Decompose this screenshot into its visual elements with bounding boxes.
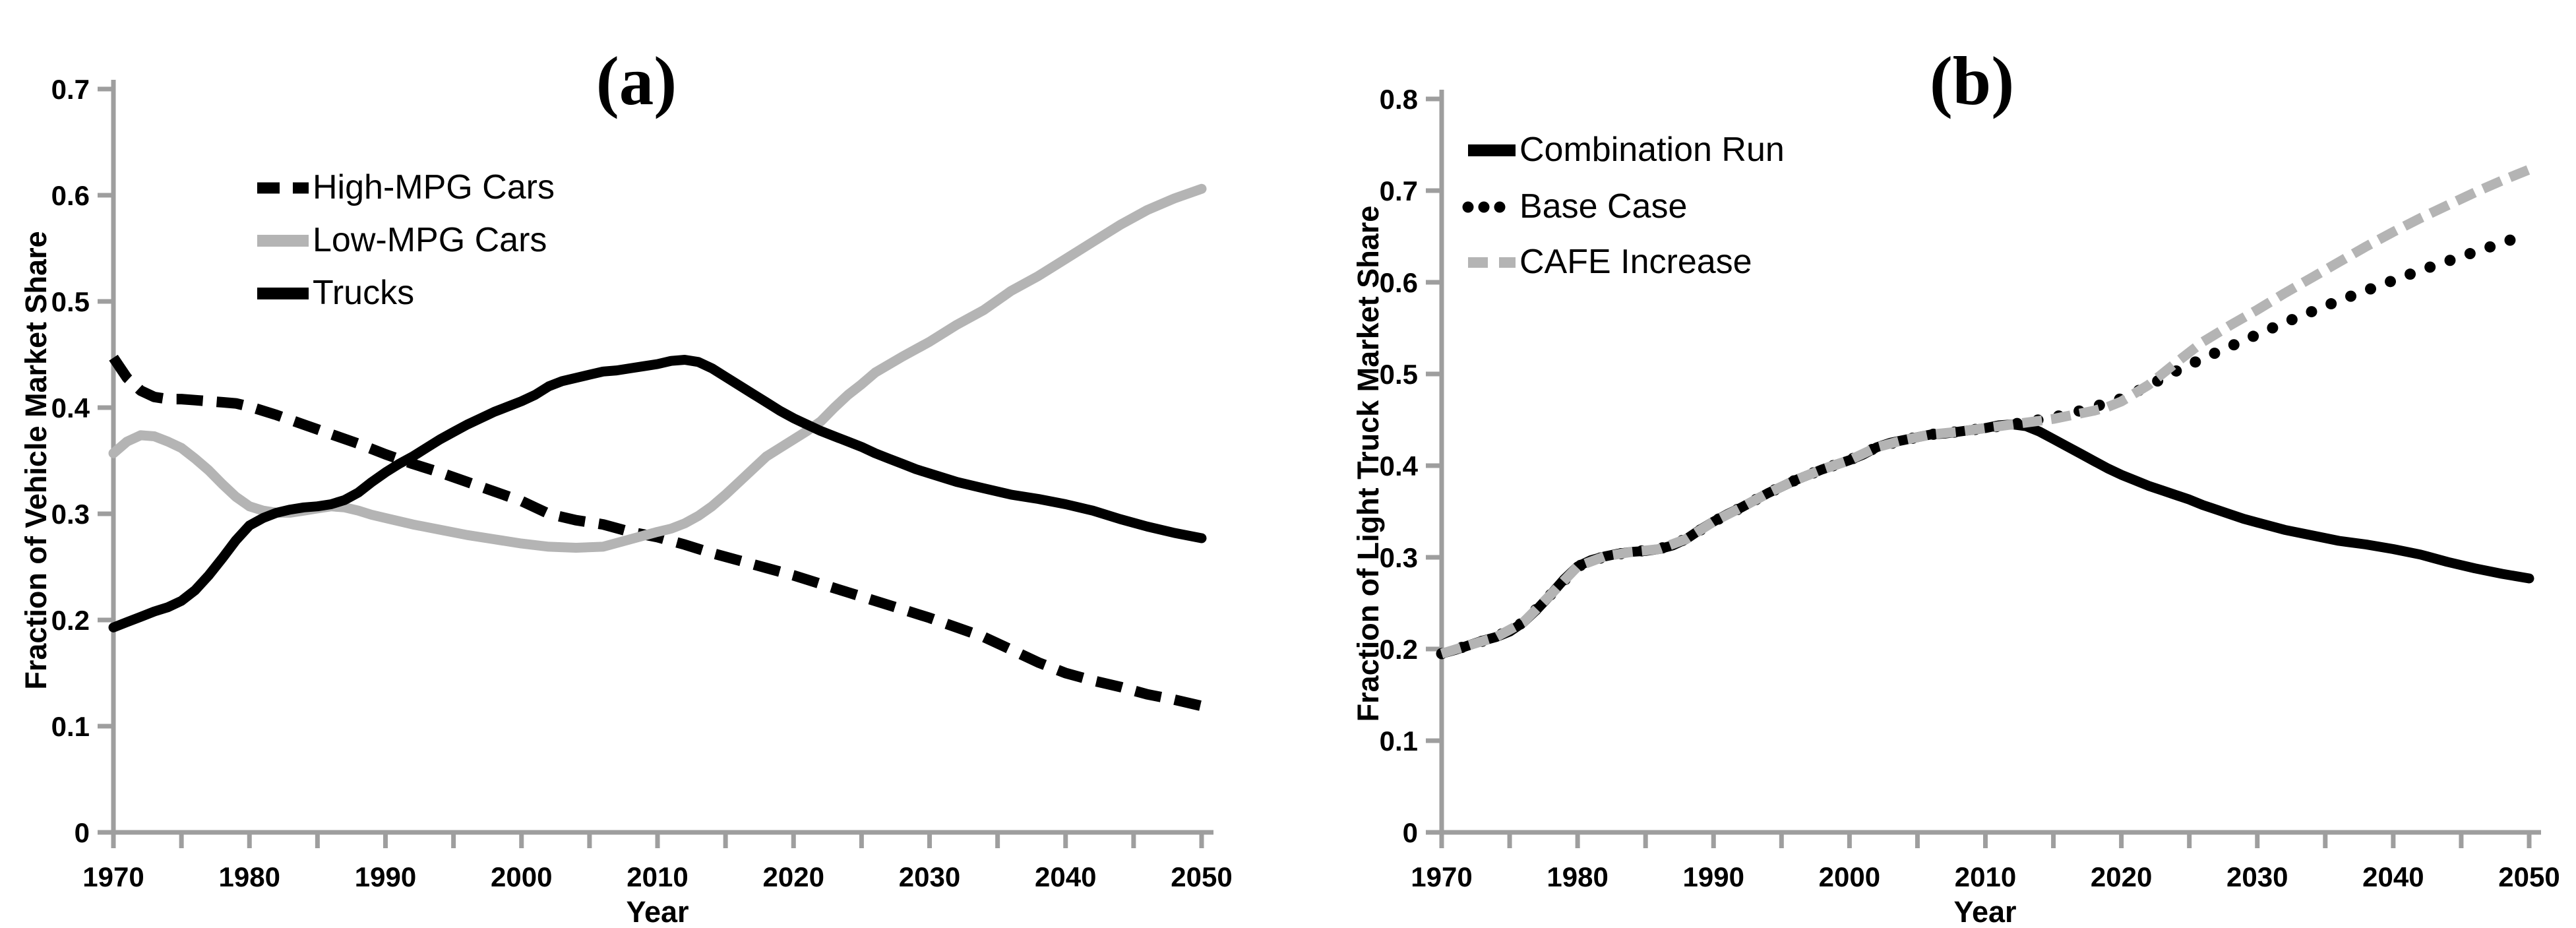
x-tick-label: 2050: [2498, 861, 2560, 892]
legend-label-low-mpg-cars: Low-MPG Cars: [313, 221, 547, 259]
legend-label-high-mpg-cars: High-MPG Cars: [313, 168, 555, 206]
chart-a-ylabel: Fraction of Vehicle Market Share: [19, 231, 53, 689]
y-tick-label: 0.8: [1380, 84, 1418, 115]
x-tick-label: 2030: [2226, 861, 2288, 892]
chart-b: (b) 0 0.1 0.2 0.3 0.4 0.5 0.6 0.7 0.8 1970 1980 199…: [1351, 42, 2560, 928]
chart-b-legend: Combination Run Base Case CAFE Increase: [1462, 131, 1785, 281]
y-tick-label: 0.3: [1380, 542, 1418, 573]
y-tick-label: 0.7: [1380, 175, 1418, 206]
x-tick-label: 1990: [355, 861, 416, 892]
y-tick-label: 0.1: [51, 711, 90, 742]
chart-b-series: [1436, 165, 2535, 660]
y-tick-label: 0.5: [51, 286, 90, 317]
series-line-base-case: [1436, 228, 2535, 660]
y-tick-label: 0.7: [51, 74, 90, 105]
x-tick-label: 1980: [1547, 861, 1608, 892]
y-tick-label: 0.6: [1380, 267, 1418, 298]
x-tick-label: 2000: [1819, 861, 1880, 892]
legend-label-combination-run: Combination Run: [1519, 131, 1785, 169]
series-line-high-mpg-cars: [109, 354, 1203, 712]
y-tick-label: 0.4: [51, 392, 90, 423]
y-tick-label: 0: [75, 817, 90, 848]
series-line-combination-run: [1436, 419, 2534, 659]
y-tick-label: 0: [1403, 817, 1418, 848]
legend-label-trucks: Trucks: [313, 274, 414, 312]
y-tick-label: 0.1: [1380, 726, 1418, 757]
x-tick-label: 2010: [1955, 861, 2016, 892]
chart-b-ylabel: Fraction of Light Truck Market Share: [1351, 206, 1385, 722]
x-tick-label: 2020: [2091, 861, 2152, 892]
y-tick-label: 0.6: [51, 180, 90, 211]
x-tick-label: 2020: [763, 861, 824, 892]
x-tick-label: 1980: [219, 861, 280, 892]
x-tick-label: 1990: [1683, 861, 1744, 892]
series-line-cafe-increase: [1440, 165, 2531, 659]
chart-a-legend: High-MPG Cars Low-MPG Cars Trucks: [257, 168, 555, 312]
chart-b-axes: 0 0.1 0.2 0.3 0.4 0.5 0.6 0.7 0.8 1970 1980 1990 200…: [1380, 84, 2560, 892]
chart-a-series: [108, 183, 1207, 712]
y-tick-label: 0.2: [51, 605, 90, 636]
chart-a-xlabel: Year: [626, 895, 689, 928]
y-tick-label: 0.2: [1380, 634, 1418, 665]
x-tick-label: 2040: [1035, 861, 1096, 892]
legend-label-cafe-increase: CAFE Increase: [1519, 243, 1752, 281]
x-tick-label: 1970: [1411, 861, 1472, 892]
chart-b-xlabel: Year: [1953, 895, 2016, 928]
series-line-trucks: [108, 355, 1207, 633]
x-tick-label: 2000: [491, 861, 552, 892]
x-tick-label: 2050: [1171, 861, 1232, 892]
chart-a-title: (a): [596, 42, 677, 119]
x-tick-label: 2010: [627, 861, 688, 892]
y-tick-label: 0.3: [51, 499, 90, 530]
chart-a-axes: 0 0.1 0.2 0.3 0.4 0.5 0.6 0.7 1970 1980 1990 2000 20…: [51, 74, 1233, 892]
x-tick-label: 2040: [2362, 861, 2424, 892]
x-tick-label: 1970: [82, 861, 144, 892]
chart-a: (a) 0 0.1 0.2 0.3 0.4 0.5 0.6 0.7 1970 1980 1990 20…: [19, 42, 1233, 928]
y-tick-label: 0.4: [1380, 450, 1419, 481]
chart-b-title: (b): [1930, 42, 2014, 119]
y-tick-label: 0.5: [1380, 359, 1418, 390]
series-line-low-mpg-cars: [108, 183, 1207, 553]
x-tick-label: 2030: [899, 861, 960, 892]
legend-label-base-case: Base Case: [1519, 187, 1687, 226]
